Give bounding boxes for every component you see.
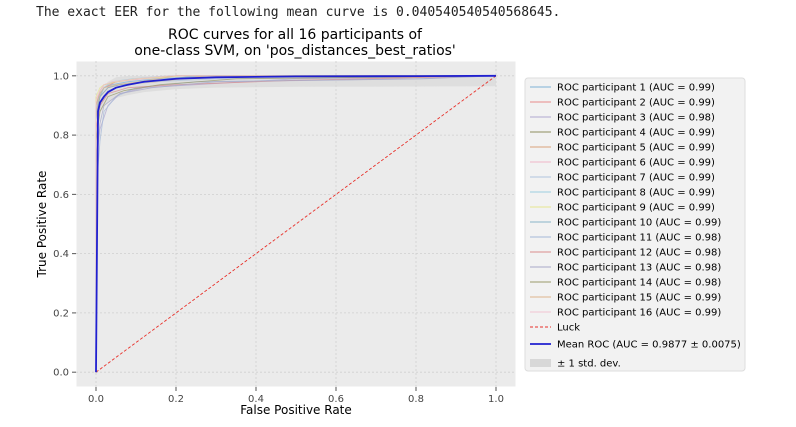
mean-roc-line: [95, 74, 497, 373]
x-tick-label: 0.0: [88, 394, 104, 405]
legend-label: ROC participant 8 (AUC = 0.99): [557, 188, 715, 199]
x-tick-label: 0.4: [248, 394, 264, 405]
legend-label: ROC participant 11 (AUC = 0.98): [557, 233, 721, 244]
legend-label: ROC participant 4 (AUC = 0.99): [557, 128, 715, 139]
y-tick-label: 0.0: [53, 368, 69, 379]
legend-label: ROC participant 6 (AUC = 0.99): [557, 158, 715, 169]
y-tick-label: 0.4: [53, 249, 69, 260]
luck-line: [95, 75, 497, 373]
legend-label: ROC participant 7 (AUC = 0.99): [557, 173, 715, 184]
participant-roc-line: [95, 75, 496, 373]
legend-label: ROC participant 3 (AUC = 0.98): [557, 113, 715, 124]
legend-box: [524, 77, 746, 372]
x-axis-label: False Positive Rate: [240, 403, 352, 417]
participant-roc-line: [95, 75, 497, 373]
y-tick-label: 0.2: [53, 308, 69, 319]
legend-label: ROC participant 14 (AUC = 0.98): [557, 278, 721, 289]
participant-roc-line: [95, 75, 496, 373]
y-tick-label: 1.0: [53, 71, 69, 82]
x-tick-label: 0.8: [408, 394, 424, 405]
legend-band-label: ± 1 std. dev.: [557, 359, 621, 370]
chart-title-line-1: ROC curves for all 16 participants of: [168, 27, 423, 43]
legend-label: ROC participant 10 (AUC = 0.99): [557, 218, 721, 229]
legend-label: Luck: [557, 323, 580, 334]
legend-label: ROC participant 12 (AUC = 0.98): [557, 248, 721, 259]
legend-label: ROC participant 1 (AUC = 0.99): [557, 83, 715, 94]
x-tick-label: 0.6: [328, 394, 344, 405]
x-tick-label: 0.2: [168, 394, 184, 405]
y-tick-label: 0.8: [53, 131, 69, 142]
roc-lines: [95, 74, 497, 373]
legend: ROC participant 1 (AUC = 0.99) ROC partic…: [524, 77, 746, 372]
y-tick-label: 0.6: [53, 190, 69, 201]
legend-label: ROC participant 13 (AUC = 0.98): [557, 263, 721, 274]
participant-roc-line: [95, 75, 496, 373]
chart-title-line-2: one-class SVM, on 'pos_distances_best_ra…: [134, 43, 456, 59]
legend-label: ROC participant 15 (AUC = 0.99): [557, 293, 721, 304]
participant-roc-line: [95, 75, 496, 373]
y-axis-label: True Positive Rate: [35, 171, 49, 279]
legend-label: ROC participant 9 (AUC = 0.99): [557, 203, 715, 214]
x-tick-label: 1.0: [488, 394, 504, 405]
legend-label: ROC participant 16 (AUC = 0.99): [557, 308, 721, 319]
eer-output-text: The exact EER for the following mean cur…: [36, 5, 561, 20]
axis-ticks: 0.0 0.2 0.4 0.6 0.8 1.0 0.0 0.2 0.4 0.6 0.8 1.0: [53, 71, 504, 405]
legend-label: ROC participant 2 (AUC = 0.99): [557, 98, 715, 109]
legend-label: ROC participant 5 (AUC = 0.99): [557, 143, 715, 154]
legend-band-swatch: [530, 359, 551, 367]
legend-label: Mean ROC (AUC = 0.9877 ± 0.0075): [557, 340, 741, 351]
